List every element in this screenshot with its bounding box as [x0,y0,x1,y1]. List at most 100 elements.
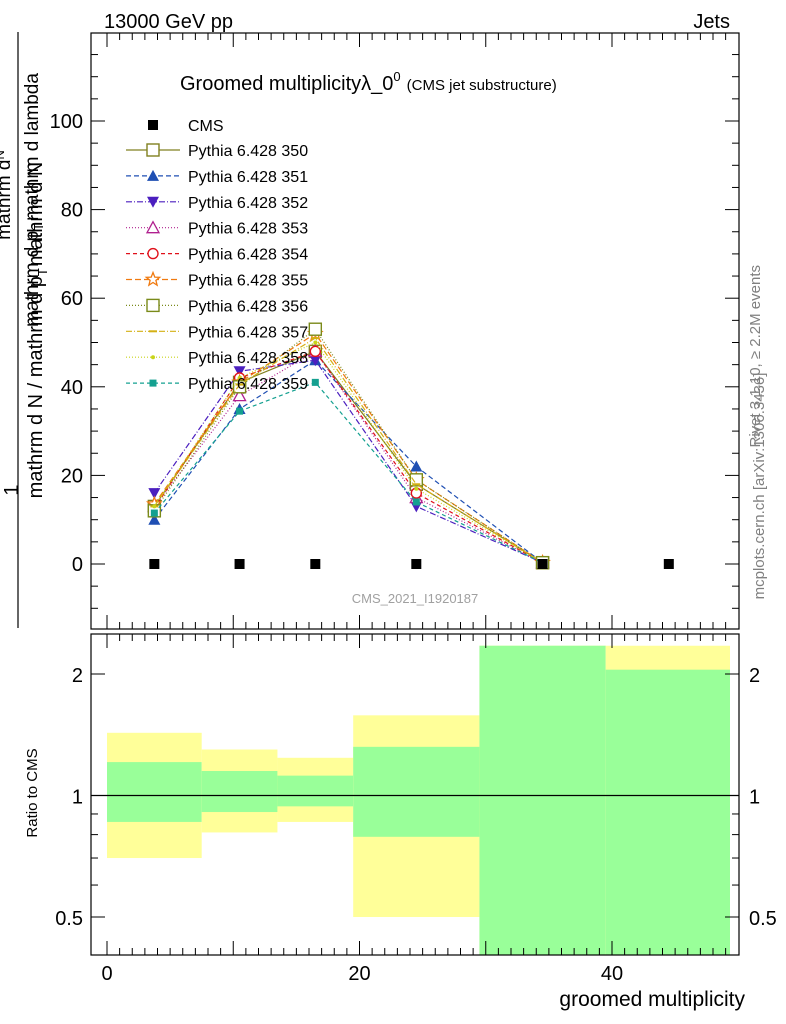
y-tick-label: 100 [50,111,83,133]
ratio-y-tick-label-right: 2 [749,665,760,687]
legend-item-cms: CMS [148,118,224,135]
legend-item: Pythia 6.428 354 [126,247,308,264]
data-point [313,340,318,345]
ratio-y-tick-label-right: 0.5 [749,908,777,930]
legend-item: Pythia 6.428 358 [126,350,308,367]
y-label-denominator: mathrm d N / mathrm d pTmathrm d N [25,162,50,499]
data-point [414,486,419,491]
y-tick-label: 60 [61,288,83,310]
legend-item: Pythia 6.428 351 [126,169,308,186]
series-10 [150,378,547,567]
series-line [153,350,543,564]
legend-marker [148,120,158,130]
cms-point [537,559,548,569]
data-point [148,513,161,525]
legend-label: Pythia 6.428 356 [188,298,308,315]
data-point [145,220,161,234]
series-line [153,350,543,564]
legend-label: Pythia 6.428 359 [188,376,308,393]
data-point [412,498,420,506]
legend-item: Pythia 6.428 356 [126,298,308,315]
mcplots-label: mcplots.cern.ch [arXiv:1306.3436] [751,373,768,600]
data-point [147,169,159,181]
legend-label: Pythia 6.428 358 [188,350,308,367]
ratio-band-green [277,775,354,807]
cms-point [411,559,422,569]
data-point [147,196,159,208]
ratio-band-green [107,762,202,822]
data-point [144,270,162,287]
data-point [146,298,160,313]
data-point [146,143,160,157]
cms-point [663,559,674,569]
data-point [309,345,322,358]
cms-point [234,559,245,569]
ratio-band-green [201,771,278,813]
main-plot-frame [90,32,740,630]
series-cms [149,559,674,569]
ratio-band-green [605,669,730,955]
data-point [150,509,158,517]
series-line [153,337,543,564]
y-axis-label-ratio: Ratio to CMS [24,748,41,837]
chart-title: Groomed multiplicityλ_00(CMS jet substru… [180,69,557,95]
data-point [309,355,322,367]
ratio-y-tick-label: 2 [72,665,83,687]
y-tick-label: 40 [61,377,83,399]
ratio-bands [107,645,730,955]
legend-label: Pythia 6.428 350 [188,143,308,160]
ratio-plot-frame [90,633,740,956]
ratio-y-tick-label: 0.5 [55,908,83,930]
legend: CMS Pythia 6.428 350 Pythia 6.428 351 Pythi… [126,118,308,393]
data-point [236,407,244,415]
data-point [151,355,155,360]
ratio-y-tick-label: 1 [72,787,83,809]
rivet-label: Rivet 3.1.10, ≥ 2.2M events [747,265,764,448]
x-axis-label: groomed multiplicity [559,988,745,1011]
data-point [147,247,159,260]
legend-label: Pythia 6.428 353 [188,221,308,238]
data-point [410,460,423,472]
legend-label: Pythia 6.428 351 [188,169,308,186]
legend-item: Pythia 6.428 359 [126,376,308,393]
data-point [148,488,161,500]
series-layer [145,322,674,570]
y-label-inner-denominator: mathrm d pTmathrm d lambda [22,73,46,327]
series-line [153,328,543,564]
legend-item: Pythia 6.428 353 [126,220,308,238]
energy-label: 13000 GeV pp [104,11,233,33]
x-tick-label: 40 [601,963,623,985]
analysis-watermark: CMS_2021_I1920187 [352,591,479,606]
legend-item: Pythia 6.428 357 [126,324,308,341]
legend-item: Pythia 6.428 352 [126,195,308,212]
data-point [311,378,319,386]
ratio-axis-ticks: 0.5 0.51 12 20 20 40 [55,634,777,985]
y-axis-label-main: 1 mathrm d N / mathrm d pTmathrm d N mat… [0,32,50,628]
cms-point [149,559,160,569]
ratio-y-tick-label-right: 1 [749,787,760,809]
data-point [409,473,424,487]
legend-label: Pythia 6.428 354 [188,247,308,264]
data-point [233,366,246,378]
y-label-numerator: 1 [1,484,23,495]
series-line [153,332,543,564]
main-axis-ticks: 0 20 40 60 80 100 [50,33,739,629]
y-label-numerator-frac: mathrm dN [0,150,15,240]
legend-label: CMS [188,118,224,135]
data-point [149,379,157,387]
process-label: Jets [693,11,730,33]
data-point [152,504,157,509]
y-tick-label: 0 [72,554,83,576]
legend-label: Pythia 6.428 355 [188,273,308,290]
y-tick-label: 20 [61,465,83,487]
ratio-band-green [353,746,480,837]
data-point [237,375,242,380]
series-9 [152,340,545,565]
legend-label: Pythia 6.428 352 [188,195,308,212]
cms-point [310,559,321,569]
data-point [308,322,323,336]
x-tick-label: 0 [101,963,112,985]
x-tick-label: 20 [348,963,370,985]
legend-item: Pythia 6.428 350 [126,143,308,160]
